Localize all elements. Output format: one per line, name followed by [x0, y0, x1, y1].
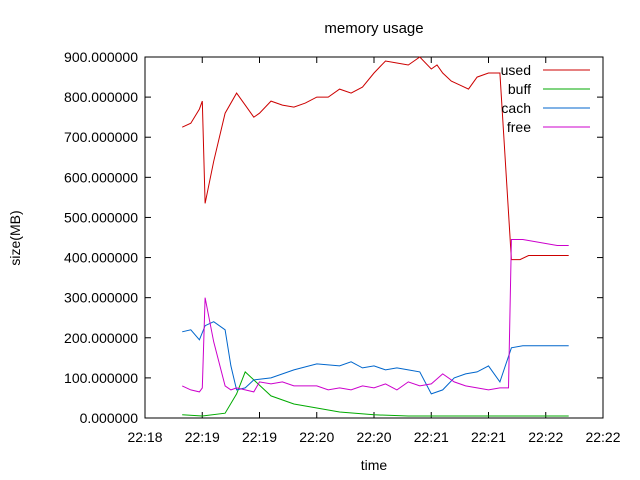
y-axis-label: size(MB)	[7, 210, 23, 265]
legend: used buff cach free	[501, 62, 590, 135]
x-tick-label: 22:21	[471, 429, 506, 445]
x-tick-label: 22:18	[127, 429, 162, 445]
legend-label-used: used	[501, 62, 531, 78]
x-tick-label: 22:19	[185, 429, 220, 445]
plot-area-frame	[144, 56, 604, 419]
y-tick-label: 700.000000	[64, 129, 138, 145]
y-tick-label: 100.000000	[64, 370, 138, 386]
x-axis: 22:18 22:19 22:19 22:20 22:20 22:21 22:21 22:22…	[127, 57, 621, 445]
x-tick-label: 22:19	[242, 429, 277, 445]
series-lines	[181, 56, 569, 417]
chart-title: memory usage	[324, 20, 423, 37]
series-line-buff	[182, 371, 569, 417]
x-tick-label: 22:22	[585, 429, 620, 445]
legend-label-buff: buff	[508, 81, 531, 97]
y-tick-label: 300.000000	[64, 290, 138, 306]
y-tick-label: 500.000000	[64, 209, 138, 225]
x-tick-label: 22:21	[414, 429, 449, 445]
series-line-free	[181, 239, 569, 393]
legend-label-cach: cach	[501, 100, 531, 116]
y-tick-label: 800.000000	[64, 89, 138, 105]
x-axis-label: time	[361, 457, 388, 473]
y-tick-label: 900.000000	[64, 49, 138, 65]
y-tick-label: 0.000000	[80, 410, 139, 426]
y-tick-label: 600.000000	[64, 169, 138, 185]
y-tick-label: 400.000000	[64, 250, 138, 266]
x-tick-label: 22:22	[528, 429, 563, 445]
x-tick-label: 22:20	[299, 429, 334, 445]
x-tick-label: 22:20	[356, 429, 391, 445]
y-axis: 0.000000 100.000000 200.000000 300.000000 40…	[64, 49, 603, 426]
series-line-used	[181, 56, 569, 261]
legend-label-free: free	[507, 119, 531, 135]
y-tick-label: 200.000000	[64, 330, 138, 346]
series-line-cach	[182, 321, 569, 395]
